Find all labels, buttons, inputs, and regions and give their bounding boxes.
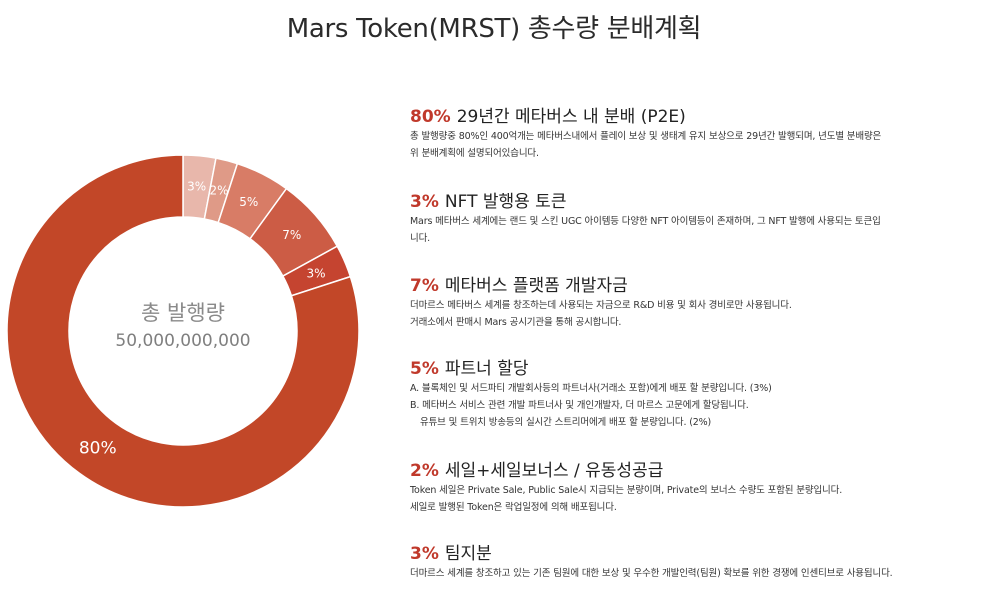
donut-slice (6, 154, 360, 508)
section-title: 세일+세일보너스 / 유동성공급 (444, 461, 664, 481)
section-text: B. 메타버스 서비스 관련 개발 파트너사 및 개인개발자, 더 마르스 고문… (410, 400, 749, 411)
section-heading: 2% 세일+세일보너스 / 유동성공급 (410, 460, 984, 482)
section-partner: 5% 파트너 할당 A. 블록체인 및 서드파티 개발회사등의 파트너사(거래소 … (410, 358, 984, 431)
section-percent: 7% (410, 276, 439, 296)
total-supply-value: 50,000,000,000 (115, 331, 251, 351)
section-heading: 3% 팀지분 (410, 543, 984, 565)
slice-label: 3% (187, 180, 206, 194)
section-heading: 7% 메타버스 플랫폼 개발자금 (410, 275, 984, 297)
section-text: 니다. (410, 233, 431, 244)
slice-label: 80% (79, 438, 117, 458)
section-text: 세일로 발행된 Token은 락업일정에 의해 배포됩니다. (410, 502, 617, 513)
slice-label: 7% (282, 228, 301, 242)
section-percent: 5% (410, 359, 439, 379)
section-p2e: 80% 29년간 메타버스 내 분배 (P2E) 총 발행량중 80%인 400억… (410, 106, 984, 162)
donut-chart: 3% 2% 5% 7% 3% 80% (6, 154, 360, 508)
page-title: Mars Token(MRST) 총수량 분배계획 (286, 14, 702, 44)
section-heading: 5% 파트너 할당 (410, 358, 984, 380)
section-text: Mars 메타버스 세계에는 랜드 및 스킨 UGC 아이템등 다양한 NFT … (410, 216, 881, 227)
section-title: NFT 발행용 토큰 (444, 192, 567, 212)
section-text: 총 발행량중 80%인 400억개는 메타버스내에서 플레이 보상 및 생태계 … (410, 131, 882, 142)
section-text: 거래소에서 판매시 Mars 공시기관을 통해 공시합니다. (410, 317, 622, 328)
section-heading: 3% NFT 발행용 토큰 (410, 191, 984, 213)
section-sale: 2% 세일+세일보너스 / 유동성공급 Token 세일은 Private Sal… (410, 460, 984, 516)
section-title: 29년간 메타버스 내 분배 (P2E) (456, 107, 686, 127)
section-text: 위 분배계획에 설명되어있습니다. (410, 148, 539, 159)
section-dev-fund: 7% 메타버스 플랫폼 개발자금 더마르스 메타버스 세계를 창조하는데 사용되는… (410, 275, 984, 331)
section-nft: 3% NFT 발행용 토큰 Mars 메타버스 세계에는 랜드 및 스킨 UGC … (410, 191, 984, 247)
slice-label: 2% (210, 184, 229, 198)
section-heading: 80% 29년간 메타버스 내 분배 (P2E) (410, 106, 984, 128)
section-percent: 3% (410, 192, 439, 212)
section-text: Token 세일은 Private Sale, Public Sale시 지급되… (410, 485, 843, 496)
section-percent: 80% (410, 107, 451, 127)
section-title: 메타버스 플랫폼 개발자금 (444, 276, 628, 296)
slice-label: 3% (307, 266, 326, 280)
section-text: 유튜브 및 트위치 방송등의 실시간 스트리머에게 배포 할 분량입니다. (2… (420, 417, 712, 428)
slice-label: 5% (239, 195, 258, 209)
section-percent: 3% (410, 544, 439, 564)
section-team: 3% 팀지분 더마르스 세계를 창조하고 있는 기존 팀원에 대한 보상 및 우수… (410, 543, 984, 582)
section-title: 팀지분 (444, 544, 492, 564)
section-percent: 2% (410, 461, 439, 481)
section-title: 파트너 할당 (444, 359, 529, 379)
section-text: 더마르스 메타버스 세계를 창조하는데 사용되는 자금으로 R&D 비용 및 회… (410, 300, 792, 311)
total-supply-label: 총 발행량 (141, 301, 225, 325)
section-text: 더마르스 세계를 창조하고 있는 기존 팀원에 대한 보상 및 우수한 개발인력… (410, 568, 893, 579)
section-text: A. 블록체인 및 서드파티 개발회사등의 파트너사(거래소 포함)에게 배포 … (410, 383, 772, 394)
donut-center-label: 총 발행량 50,000,000,000 (83, 300, 283, 352)
